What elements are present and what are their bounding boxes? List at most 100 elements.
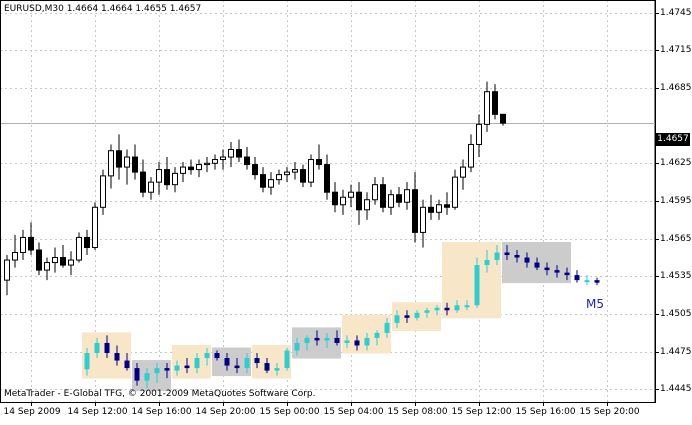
candle-body-bull [204,162,210,166]
m5-candle [104,335,110,359]
m5-body-bull [304,337,310,343]
time-tick-label: 14 Sep 12:00 [67,407,128,417]
candle [396,187,402,208]
m5-candle [314,330,320,346]
m5-body-bull [94,342,100,354]
m5-body-bull [484,260,490,266]
candle-body-bull [468,143,474,168]
m5-body-bear [314,337,320,341]
candle-body-bear [380,184,386,208]
candle-body-bear [444,204,450,208]
m5-body-bear [334,337,340,343]
m5-candle [324,332,330,348]
candle [164,157,170,190]
candle-body-bull [292,169,298,173]
time-tick-label: 15 Sep 12:00 [451,407,512,417]
candle-body-bull [108,150,114,177]
candle [236,139,242,163]
candle [92,202,98,250]
m5-body-bear [234,365,240,369]
candle [52,247,58,273]
m5-candle [94,337,100,359]
m5-candle [354,335,360,351]
candle-body-bull [68,259,74,266]
m5-candle [464,300,470,311]
m5-candle [554,265,560,278]
candle [468,134,474,173]
candle-body-bear [236,148,242,158]
m5-candle [154,363,160,384]
m5-body-bull [374,332,380,338]
candle [228,141,234,168]
m5-candle [84,347,90,376]
candle-body-bear [492,91,498,115]
copyright-text: MetaTrader - E-Global TFG, © 2001-2009 M… [4,389,316,399]
candle [188,159,194,175]
candle-body-bull [196,164,202,171]
m5-candle [194,353,200,374]
m5-candle [274,363,280,376]
candle-body-bull [276,174,282,181]
candle [476,114,482,158]
current-price-label: 1.4657 [656,133,690,146]
m5-candle [244,353,250,374]
m5-body-bull [284,350,290,369]
candle [44,257,50,281]
candle [484,81,490,132]
candle [428,194,434,220]
m5-candle [544,262,550,276]
candle-body-bear [132,156,138,173]
m5-body-bear [504,252,510,256]
candle-body-bull [348,191,354,198]
m5-body-bear [554,270,560,273]
m5-candle [264,358,270,374]
candle-body-bull [372,184,378,201]
candle [268,172,274,195]
m5-candle [434,305,440,316]
m5-body-bull [584,280,590,283]
candle [28,222,34,256]
price-tick-label: 1.4715 [660,44,692,55]
candle [260,167,266,193]
m5-candle [184,358,190,374]
candle-body-bull [404,189,410,203]
m5-body-bull [154,368,160,374]
candle-body-bull [156,169,162,183]
candle [276,169,282,185]
m5-body-bull [324,337,330,341]
m5-body-bull [194,358,200,369]
candle [324,154,330,200]
price-tick-label: 1.4685 [660,82,692,93]
candle [284,167,290,183]
m5-candle [444,302,450,316]
candle [444,192,450,215]
m5-candle [334,330,340,346]
candle [212,154,218,170]
candle-body-bull [484,91,490,125]
time-tick-label: 14 Sep 2009 [3,407,61,417]
candle [300,164,306,188]
time-tick-label: 15 Sep 00:00 [259,407,320,417]
candle [148,177,154,200]
candle-body-bear [28,236,34,251]
candle-body-bull [476,123,482,145]
candle [356,182,362,225]
m5-candle [454,300,460,313]
candle-body-bull [92,206,98,248]
candle [180,162,186,183]
m5-candle [164,363,170,379]
candle-body-bull [308,159,314,183]
candle [156,162,162,195]
m5-candle [174,360,180,376]
candle-body-bear [332,191,338,206]
price-tick-label: 1.4535 [660,270,692,281]
candle-body-bear [500,113,506,124]
candle-body-bear [116,150,122,168]
candle [60,244,66,268]
price-tick-label: 1.4625 [660,157,692,168]
m5-body-bull [174,365,180,371]
candle [204,157,210,173]
m5-candle [474,257,480,308]
